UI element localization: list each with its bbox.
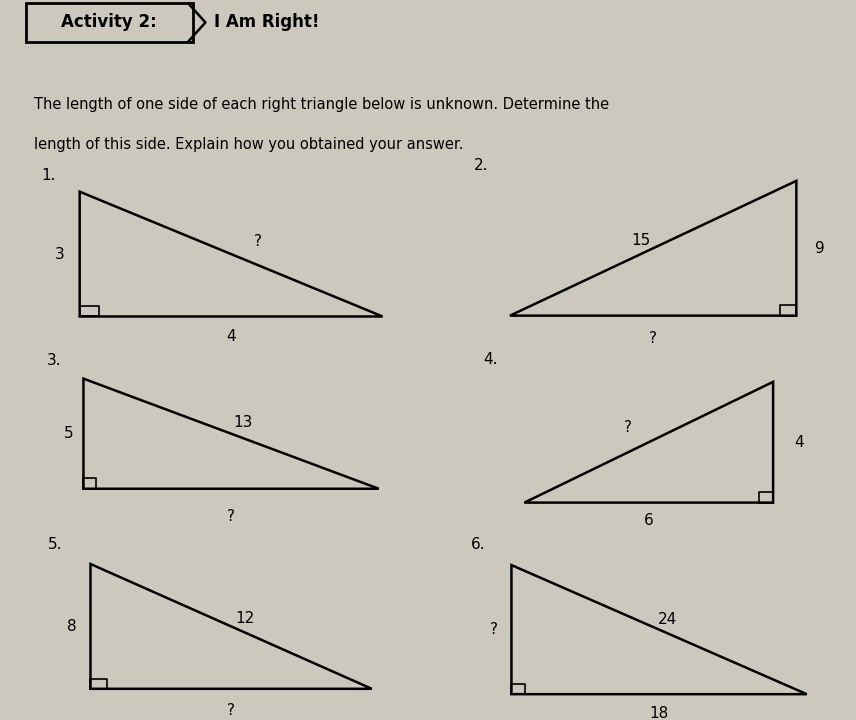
Text: 5: 5: [64, 426, 74, 441]
Text: 8: 8: [67, 619, 76, 634]
Text: 13: 13: [234, 415, 253, 430]
FancyBboxPatch shape: [26, 3, 193, 42]
Text: 15: 15: [632, 233, 651, 248]
Text: 12: 12: [235, 611, 255, 626]
Text: ?: ?: [490, 622, 498, 637]
Text: 5.: 5.: [48, 536, 62, 552]
Text: 4: 4: [226, 329, 236, 344]
Text: length of this side. Explain how you obtained your answer.: length of this side. Explain how you obt…: [34, 137, 464, 152]
Text: 4.: 4.: [483, 352, 497, 366]
Text: 18: 18: [650, 706, 669, 720]
Text: I Am Right!: I Am Right!: [214, 14, 319, 32]
Text: ?: ?: [227, 508, 235, 523]
Text: 4: 4: [794, 435, 804, 450]
Text: 24: 24: [657, 612, 677, 627]
Text: ?: ?: [254, 234, 262, 249]
Text: 1.: 1.: [42, 168, 56, 184]
Text: Activity 2:: Activity 2:: [62, 14, 157, 32]
Text: ?: ?: [624, 420, 632, 435]
Text: 3.: 3.: [46, 353, 61, 368]
Text: 3: 3: [55, 246, 64, 261]
Text: 2.: 2.: [474, 158, 489, 174]
Text: 6: 6: [644, 513, 654, 528]
Text: ?: ?: [227, 703, 235, 718]
Text: 6.: 6.: [471, 537, 485, 552]
Text: The length of one side of each right triangle below is unknown. Determine the: The length of one side of each right tri…: [34, 97, 609, 112]
Text: ?: ?: [649, 330, 657, 346]
Text: 9: 9: [816, 240, 825, 256]
